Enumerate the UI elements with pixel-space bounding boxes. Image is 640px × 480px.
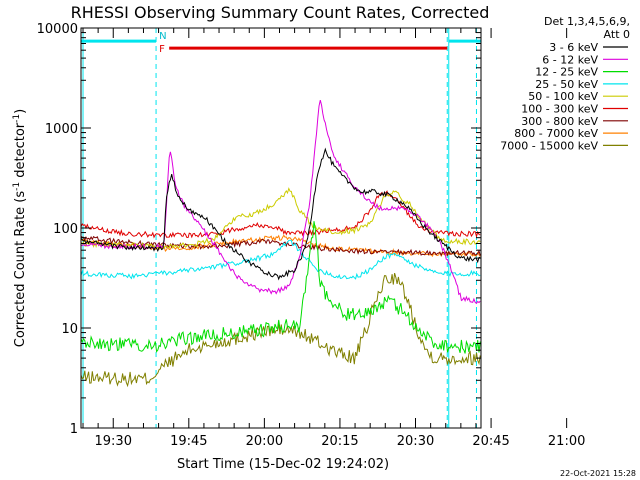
legend-label: 7000 - 15000 keV (500, 139, 598, 152)
flare-flag-label: F (159, 44, 165, 55)
annotation-layer: FN (81, 28, 481, 428)
legend-header-1: Det 1,3,4,5,6,9, (544, 15, 630, 28)
y-axis-label-mid: detector (13, 122, 28, 182)
y-tick-label: 100 (53, 222, 78, 237)
generation-timestamp: 22-Oct-2021 15:28 (560, 469, 636, 478)
tick-layer: 19:30 19:45 20:00 20:15 20:30 20:45 21:00 1 10 10… (37, 22, 586, 449)
y-tick-label: 1000 (45, 122, 78, 137)
x-tick-label: 19:45 (170, 434, 207, 449)
series-line-8 (80, 272, 481, 388)
series-line-5 (80, 190, 481, 239)
legend-label: 3 - 6 keV (549, 41, 598, 54)
legend-label: 100 - 300 keV (521, 103, 598, 116)
series-line-0 (80, 147, 481, 281)
x-tick-label: 20:30 (397, 434, 434, 449)
y-axis-label-main: Corrected Count Rate (s (13, 191, 28, 348)
legend-label: 800 - 7000 keV (514, 127, 598, 140)
legend-label: 6 - 12 keV (542, 53, 598, 66)
series-line-4 (80, 187, 481, 250)
x-axis-label: Start Time (15-Dec-02 19:24:02) (177, 457, 389, 472)
x-tick-label: 19:30 (95, 434, 132, 449)
x-tick-label: 20:00 (246, 434, 283, 449)
y-axis-label: Corrected Count Rate (s-1 detector-1) (12, 109, 28, 347)
series-line-6 (80, 235, 481, 257)
legend-label: 300 - 800 keV (521, 115, 598, 128)
legend-label: 25 - 50 keV (535, 78, 598, 91)
legend-label: 50 - 100 keV (528, 90, 598, 103)
y-axis-label-sup2: -1 (12, 114, 22, 123)
legend-header-2: Att 0 (604, 28, 630, 41)
series-line-2 (80, 221, 481, 354)
y-tick-label: 10000 (37, 22, 78, 37)
x-tick-label: 21:00 (548, 434, 585, 449)
x-tick-label: 20:15 (321, 434, 358, 449)
y-axis-label-end: ) (13, 109, 28, 114)
legend-label: 12 - 25 keV (535, 66, 598, 79)
y-tick-label: 10 (61, 322, 78, 337)
night-flag-label: N (159, 31, 166, 42)
y-tick-label: 1 (70, 422, 78, 437)
y-axis-label-sup1: -1 (12, 182, 22, 191)
series-line-3 (80, 239, 481, 280)
chart-title: RHESSI Observing Summary Count Rates, Co… (71, 3, 490, 22)
series-layer (80, 99, 481, 388)
x-tick-label: 20:45 (472, 434, 509, 449)
